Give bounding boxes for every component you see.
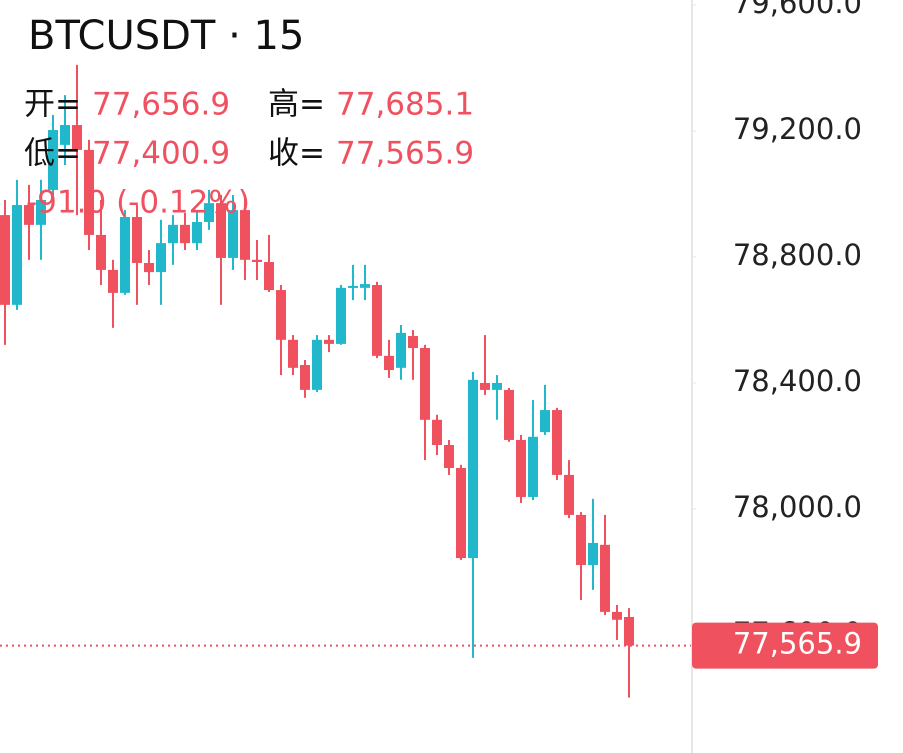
info-label: 开=	[24, 87, 81, 123]
info-value: 77,685.1	[336, 87, 474, 123]
candle-body	[156, 243, 166, 273]
y-tick-label: 79,600.0	[733, 0, 862, 20]
info-label: 收=	[268, 136, 325, 172]
info-label: 高=	[268, 87, 325, 123]
y-tick-label: 78,000.0	[733, 490, 862, 524]
candle-body	[252, 259, 262, 263]
plot-area	[0, 64, 692, 698]
candle-body	[36, 199, 46, 225]
candle-body	[372, 285, 382, 356]
candle-body	[324, 339, 334, 344]
candle-body	[288, 339, 298, 368]
candle-body	[624, 616, 634, 646]
candle-body	[144, 262, 154, 273]
candle-body	[60, 125, 70, 145]
candle-body	[228, 210, 238, 258]
candle-body	[612, 611, 622, 620]
candle-body	[552, 410, 562, 475]
candle-body	[180, 224, 190, 244]
candle-body	[528, 436, 538, 497]
candle-body	[600, 544, 610, 612]
candle-body	[408, 336, 418, 348]
candle-body	[384, 355, 394, 371]
candle-body	[444, 444, 454, 468]
candle-body	[492, 382, 502, 390]
candle-body	[84, 149, 94, 235]
info-value: 77,565.9	[336, 136, 474, 172]
info-value: 77,400.9	[92, 136, 230, 172]
candle-body	[24, 205, 34, 225]
candle-body	[264, 262, 274, 291]
candle-body	[300, 365, 310, 390]
candle-body	[588, 542, 598, 565]
candle-body	[72, 125, 82, 150]
y-tick-label: 79,200.0	[733, 112, 862, 146]
y-axis: 79,600.0 79,200.0 78,800.0 78,400.0 78,000.0…	[692, 0, 862, 650]
last-price-label: 77,565.9	[733, 627, 862, 661]
candle-body	[480, 382, 490, 390]
candle-body	[516, 439, 526, 497]
candle-body	[456, 467, 466, 559]
candle-body	[312, 339, 322, 390]
info-label: 低=	[24, 136, 81, 172]
candle-body	[432, 419, 442, 445]
candle-body	[540, 410, 550, 433]
candle-body	[96, 234, 106, 270]
candle-body	[504, 389, 514, 440]
candle-body	[132, 216, 142, 263]
chart-title: BTCUSDT · 15	[28, 13, 304, 59]
candle-body	[192, 222, 202, 244]
candle-body	[276, 290, 286, 340]
candle-body	[204, 203, 214, 223]
candle-body	[576, 514, 586, 565]
candle-body	[0, 215, 10, 305]
candle-body	[396, 332, 406, 368]
y-tick-label: 78,400.0	[733, 364, 862, 398]
candle-body	[336, 287, 346, 344]
candle-body	[360, 284, 370, 288]
last-price-box	[692, 622, 878, 669]
candle-body	[420, 347, 430, 420]
candle-body	[348, 285, 358, 288]
candle-body	[12, 205, 22, 305]
candle-body	[468, 379, 478, 559]
candle-body	[168, 224, 178, 244]
candle-body	[564, 474, 574, 515]
candle-body	[48, 130, 58, 190]
candle-body	[108, 269, 118, 293]
change-text: -91.0 (-0.12%)	[26, 185, 250, 221]
info-value: 77,656.9	[92, 87, 230, 123]
candle-body	[120, 216, 130, 293]
candle-body	[240, 210, 250, 260]
y-tick-label: 78,800.0	[733, 238, 862, 272]
candle-body	[216, 203, 226, 258]
